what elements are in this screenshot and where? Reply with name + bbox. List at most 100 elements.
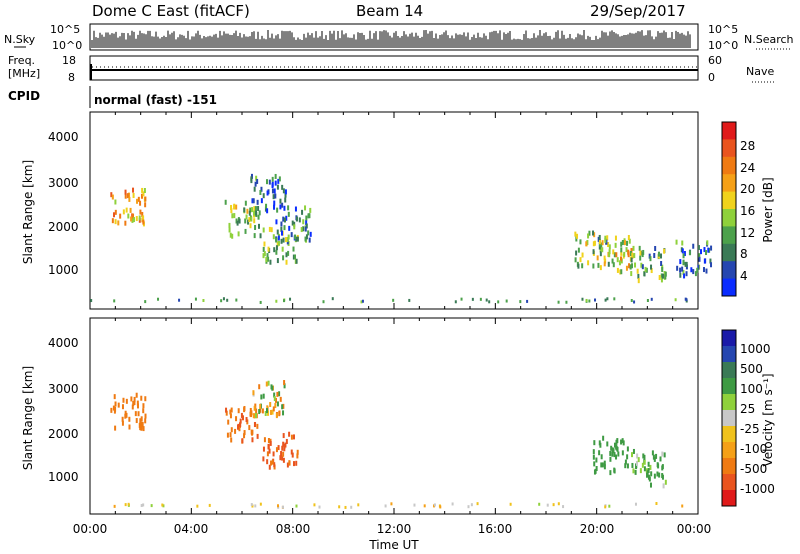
data-cell	[288, 431, 291, 437]
data-cell	[256, 433, 259, 439]
data-cell	[136, 400, 139, 406]
data-cell	[256, 423, 259, 429]
data-cell	[134, 411, 137, 417]
data-cell	[128, 196, 131, 202]
data-cell	[237, 424, 240, 430]
data-cell	[294, 206, 297, 212]
power-cb-tick-12: 12	[740, 226, 755, 240]
data-cell	[229, 413, 232, 419]
data-cell	[282, 237, 285, 243]
data-cell	[703, 258, 706, 264]
data-cell	[140, 421, 143, 427]
nsky-tick-bottom: 10^0	[52, 39, 82, 52]
colorbar-segment	[722, 226, 736, 245]
data-cell	[604, 258, 607, 264]
data-cell	[235, 218, 238, 224]
data-cell	[295, 504, 298, 508]
data-cell	[598, 239, 601, 245]
velocity-ytick-2000: 2000	[48, 427, 79, 441]
data-cell	[625, 265, 628, 271]
power-panel: Slant Range [km] 1000 2000 3000 4000 4 8…	[21, 111, 775, 310]
data-cell	[253, 206, 256, 212]
data-cell	[259, 300, 262, 304]
data-cell	[282, 255, 285, 261]
data-cell	[384, 504, 387, 508]
data-cell	[485, 298, 488, 302]
data-cell	[308, 237, 311, 243]
data-cell	[140, 193, 143, 199]
data-cell	[136, 403, 139, 409]
data-cell	[451, 502, 454, 506]
data-cell	[281, 505, 284, 509]
data-cell	[144, 418, 147, 424]
freq-label-2: [MHz]	[8, 67, 40, 80]
data-cell	[581, 297, 584, 301]
data-cell	[654, 245, 657, 251]
data-cell	[579, 257, 582, 263]
data-cell	[135, 418, 138, 424]
colorbar-segment	[722, 410, 736, 427]
data-cell	[661, 451, 664, 457]
data-cell	[608, 244, 611, 250]
data-cell	[280, 226, 283, 232]
data-cell	[606, 297, 609, 301]
data-cell	[650, 268, 653, 274]
data-cell	[682, 253, 685, 259]
data-cell	[290, 232, 293, 238]
data-cell	[253, 210, 256, 216]
data-cell	[302, 226, 305, 232]
data-cell	[685, 271, 688, 277]
data-cell	[263, 437, 266, 443]
data-cell	[267, 410, 270, 416]
data-cell	[127, 502, 130, 506]
data-cell	[253, 186, 256, 192]
data-cell	[526, 299, 529, 303]
data-cell	[608, 249, 611, 255]
velocity-cb-tick-1000: 1000	[740, 342, 771, 356]
data-cell	[623, 240, 626, 246]
data-cell	[283, 225, 286, 231]
velocity-plot-frame	[89, 317, 699, 515]
data-cell	[267, 438, 270, 444]
data-cell	[243, 433, 246, 439]
data-cell	[262, 193, 265, 199]
data-cell	[267, 444, 270, 450]
data-cell	[277, 504, 280, 508]
data-cell	[90, 299, 93, 303]
data-cell	[132, 217, 135, 223]
data-cell	[273, 188, 276, 194]
data-cell	[662, 483, 665, 489]
data-cell	[122, 209, 125, 215]
data-cell	[283, 299, 286, 303]
nave-tick-top: 60	[708, 54, 722, 67]
data-cell	[275, 219, 278, 225]
nave-tick-bottom: 0	[708, 71, 715, 84]
data-cell	[697, 264, 700, 270]
data-cell	[597, 236, 600, 242]
data-cell	[629, 264, 632, 270]
power-ticks	[89, 112, 699, 309]
data-cell	[624, 463, 627, 469]
data-cell	[565, 300, 568, 304]
data-cell	[130, 216, 133, 222]
data-cell	[114, 425, 117, 431]
data-cell	[266, 190, 269, 196]
data-cell	[710, 262, 713, 268]
data-cell	[111, 194, 114, 200]
data-cell	[685, 261, 688, 267]
data-cell	[245, 214, 248, 220]
power-ytick-1000: 1000	[48, 263, 79, 277]
data-cell	[256, 199, 259, 205]
data-cell	[626, 463, 629, 469]
data-cell	[615, 252, 618, 258]
data-cell	[505, 299, 508, 303]
data-cell	[620, 250, 623, 256]
data-cell	[267, 380, 270, 386]
data-cell	[139, 209, 142, 215]
data-cell	[599, 251, 602, 257]
data-cell	[632, 245, 635, 251]
data-cell	[605, 239, 608, 245]
beam-title: Beam 14	[356, 2, 423, 20]
data-cell	[295, 216, 298, 222]
data-cell	[350, 505, 353, 509]
